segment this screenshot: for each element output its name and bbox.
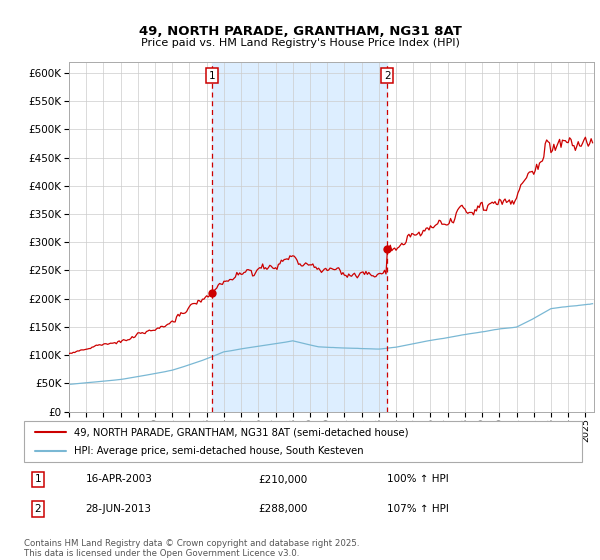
Text: 49, NORTH PARADE, GRANTHAM, NG31 8AT: 49, NORTH PARADE, GRANTHAM, NG31 8AT	[139, 25, 461, 38]
Text: 16-APR-2003: 16-APR-2003	[85, 474, 152, 484]
Bar	[212, 62, 387, 412]
Text: Contains HM Land Registry data © Crown copyright and database right 2025.
This d: Contains HM Land Registry data © Crown c…	[24, 539, 359, 558]
Text: 107% ↑ HPI: 107% ↑ HPI	[387, 504, 449, 514]
Text: £210,000: £210,000	[259, 474, 308, 484]
Text: £288,000: £288,000	[259, 504, 308, 514]
Text: Price paid vs. HM Land Registry's House Price Index (HPI): Price paid vs. HM Land Registry's House …	[140, 38, 460, 48]
Text: 49, NORTH PARADE, GRANTHAM, NG31 8AT (semi-detached house): 49, NORTH PARADE, GRANTHAM, NG31 8AT (se…	[74, 427, 409, 437]
Text: 2: 2	[384, 71, 391, 81]
Text: 1: 1	[35, 474, 41, 484]
Text: 28-JUN-2013: 28-JUN-2013	[85, 504, 151, 514]
Text: 1: 1	[208, 71, 215, 81]
Text: HPI: Average price, semi-detached house, South Kesteven: HPI: Average price, semi-detached house,…	[74, 446, 364, 456]
Text: 2: 2	[35, 504, 41, 514]
Text: 100% ↑ HPI: 100% ↑ HPI	[387, 474, 448, 484]
